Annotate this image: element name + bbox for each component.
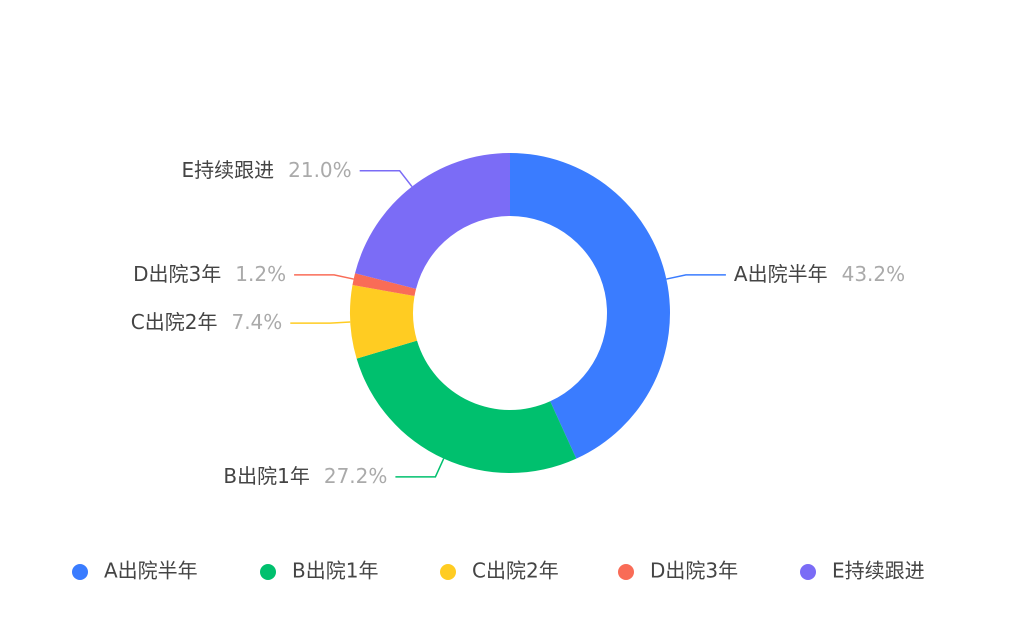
slice	[352, 273, 417, 297]
slice-value: 21.0%	[288, 157, 352, 181]
leader-line	[359, 170, 413, 188]
slice	[356, 340, 577, 473]
leader-line	[294, 274, 354, 280]
legend-marker	[618, 564, 634, 580]
slice-label: D出院3年 1.2%	[133, 261, 286, 285]
legend-label: D出院3年	[650, 559, 738, 583]
legend-label: E持续跟进	[832, 559, 925, 583]
slice	[510, 153, 671, 459]
slice	[350, 284, 418, 359]
slice-label: B出院1年 27.2%	[223, 463, 387, 487]
leader-line	[666, 274, 726, 280]
slice-label: C出院2年 7.4%	[131, 310, 283, 334]
slice-name: C出院2年	[131, 310, 218, 334]
leader-line	[395, 458, 445, 478]
slice-value: 1.2%	[235, 261, 286, 285]
slice-label: A出院半年 43.2%	[734, 261, 905, 285]
legend-marker	[72, 564, 88, 580]
slice-name: A出院半年	[734, 261, 828, 285]
legend-marker	[260, 564, 276, 580]
slice-label: E持续跟进 21.0%	[181, 157, 351, 181]
legend-label: A出院半年	[104, 559, 198, 583]
legend-marker	[800, 564, 816, 580]
slice-value: 43.2%	[842, 261, 906, 285]
slice	[355, 153, 510, 289]
legend-marker	[440, 564, 456, 580]
leader-line	[290, 321, 351, 324]
legend-label: B出院1年	[292, 559, 378, 583]
slice-name: E持续跟进	[181, 157, 274, 181]
legend-label: C出院2年	[472, 559, 559, 583]
slice-value: 27.2%	[324, 463, 388, 487]
slice-name: D出院3年	[133, 261, 221, 285]
slice-name: B出院1年	[223, 463, 309, 487]
slice-value: 7.4%	[231, 310, 282, 334]
